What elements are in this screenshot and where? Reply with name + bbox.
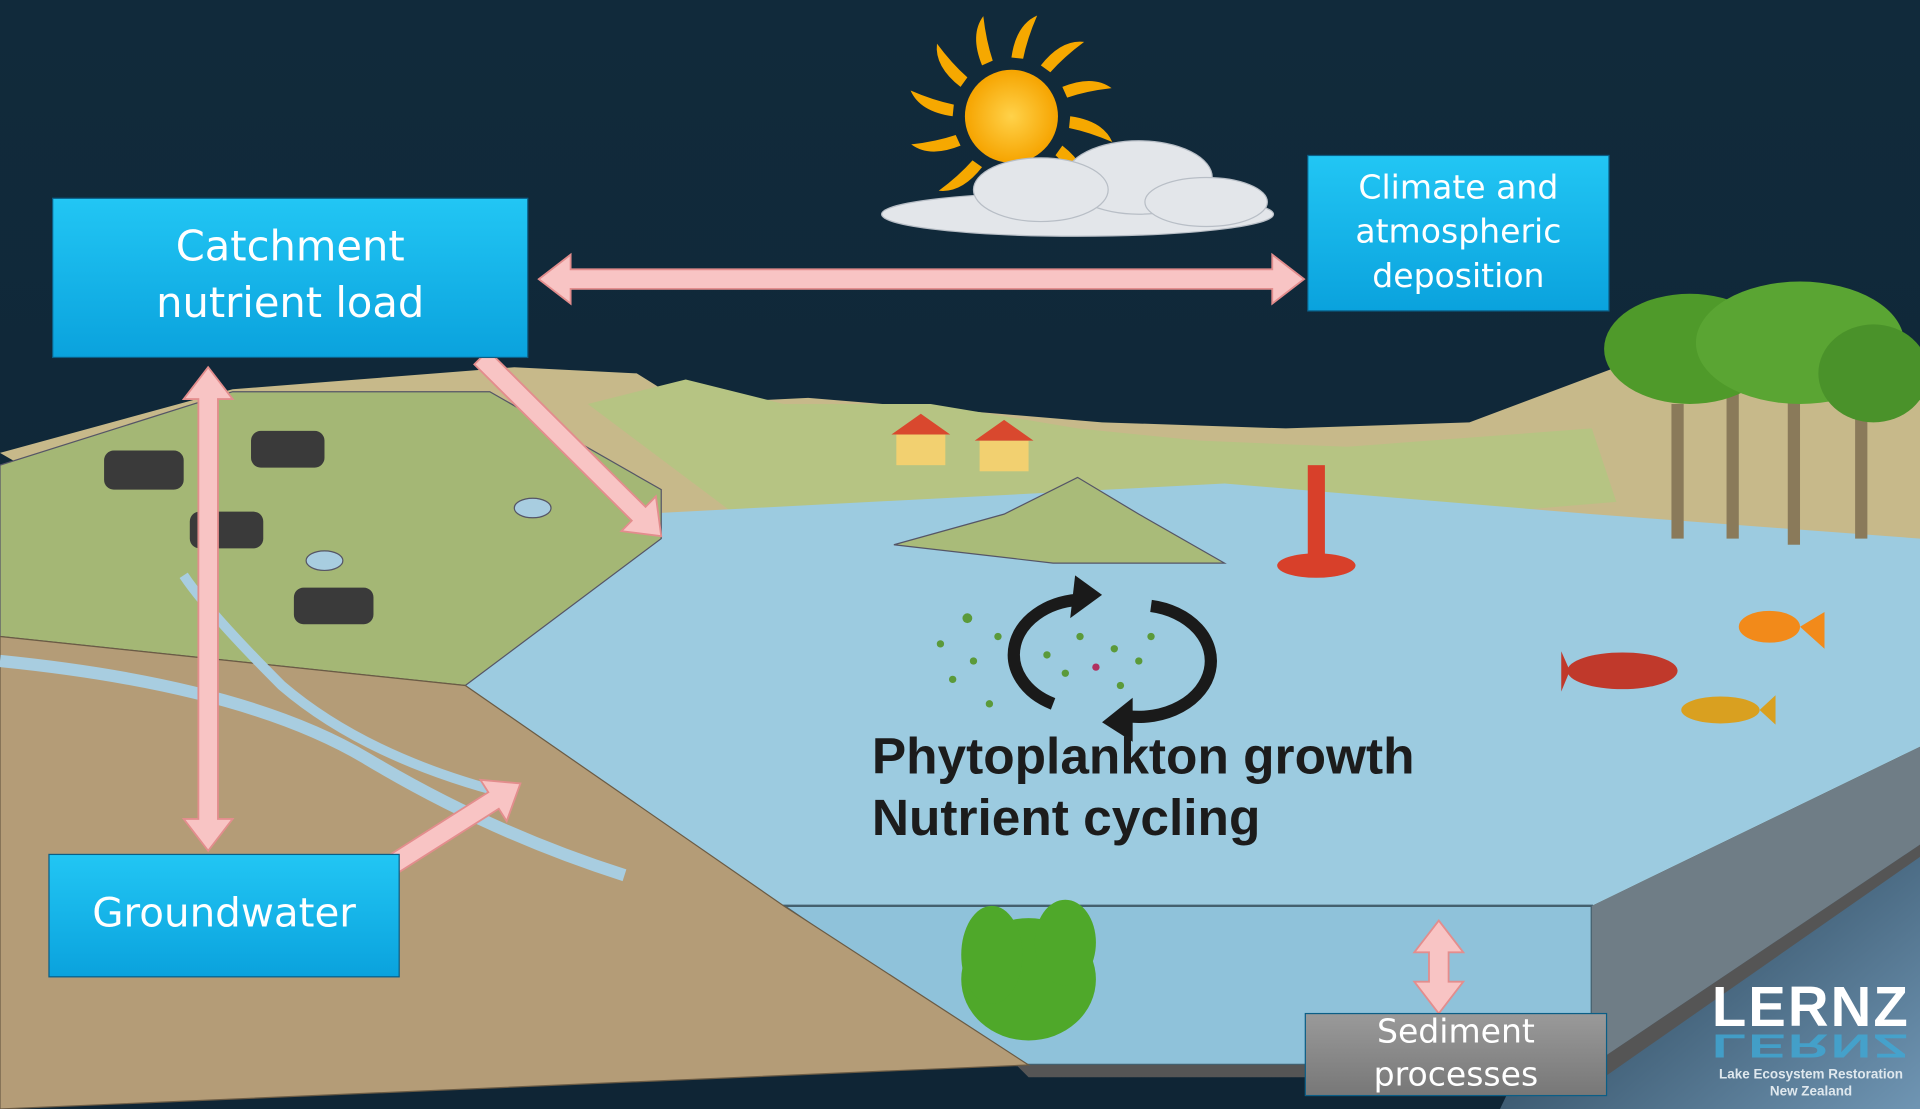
- sun-ray: [910, 90, 954, 117]
- sun-ray: [1062, 80, 1112, 98]
- sun-ray: [936, 43, 968, 87]
- box-label: deposition: [1372, 256, 1544, 295]
- label-box: [52, 197, 529, 359]
- sun-ray: [938, 160, 983, 191]
- aquifer: [0, 654, 627, 882]
- box-label: Climate and: [1358, 168, 1558, 207]
- logo-subtitle: New Zealand: [1770, 1084, 1852, 1099]
- sun-ray: [1069, 116, 1113, 143]
- scene: Catchment nutrient load Climate and atmosph…: [0, 15, 1920, 1109]
- green-hills: [587, 379, 1617, 515]
- trees: [1604, 281, 1920, 545]
- sun: [910, 15, 1113, 218]
- cycle-arrows: [1007, 593, 1217, 724]
- arrow: [382, 778, 522, 877]
- sun-ray: [1011, 15, 1038, 59]
- sun-ray: [1040, 41, 1085, 73]
- fish: [1561, 610, 1825, 725]
- sun-ray: [911, 134, 961, 152]
- center-label: Phytoplankton growth: [872, 727, 1415, 785]
- label-box: [48, 853, 400, 978]
- logo-name: LERNZ: [1712, 975, 1908, 1038]
- lake-side: [1591, 746, 1920, 1065]
- box-label: Catchment: [176, 222, 405, 271]
- label-box: [1304, 1012, 1608, 1097]
- soil: [0, 635, 1031, 1109]
- weed: [961, 899, 1096, 1041]
- cloud: [881, 140, 1275, 237]
- box-label: atmospheric: [1355, 212, 1561, 251]
- center-label: Nutrient cycling: [872, 788, 1261, 846]
- box-label: Groundwater: [92, 889, 356, 937]
- box-label: Sediment: [1377, 1012, 1535, 1051]
- sun-ray: [976, 16, 993, 66]
- box-label: nutrient load: [156, 278, 424, 327]
- arrow: [473, 349, 663, 538]
- logo-subtitle: Lake Ecosystem Restoration: [1719, 1066, 1903, 1081]
- houses: [891, 413, 1034, 472]
- box-label: processes: [1374, 1054, 1539, 1093]
- label-box: [1307, 154, 1610, 312]
- island: [893, 476, 1227, 564]
- buoy: [1277, 465, 1356, 578]
- plankton: [936, 613, 1155, 708]
- logo-reflection: LERNZ: [1712, 1027, 1908, 1065]
- arrow: [537, 252, 1306, 306]
- arrow: [181, 365, 235, 853]
